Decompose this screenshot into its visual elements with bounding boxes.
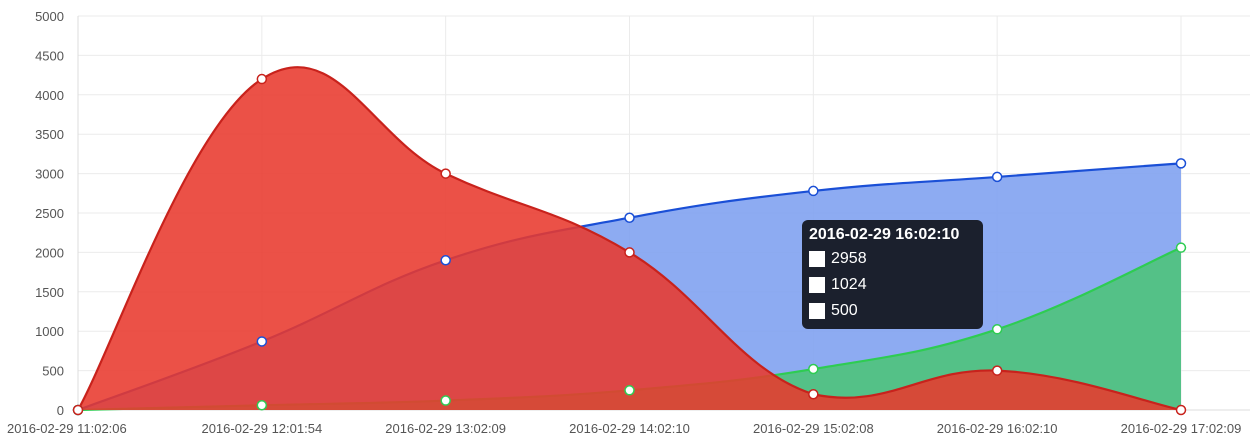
x-tick-label: 2016-02-29 14:02:10 [569,421,690,436]
data-point[interactable] [624,385,635,396]
y-tick-label: 5000 [35,9,64,24]
y-tick-label: 500 [42,364,64,379]
y-tick-label: 2000 [35,245,64,260]
x-tick-label: 2016-02-29 13:02:09 [385,421,506,436]
x-tick-label: 2016-02-29 11:02:06 [7,421,127,436]
data-point[interactable] [808,185,819,197]
data-point[interactable] [256,400,268,411]
tooltip-value: 2958 [831,250,867,267]
x-tick-label: 2016-02-29 15:02:08 [753,421,874,436]
data-point[interactable] [256,336,268,347]
data-point[interactable] [624,247,635,258]
y-tick-label: 1500 [35,285,64,300]
data-point[interactable] [1175,158,1187,169]
data-point[interactable] [256,73,268,85]
x-tick-label: 2016-02-29 12:01:54 [201,421,322,436]
x-tick-label: 2016-02-29 16:02:10 [937,421,1058,436]
data-point[interactable] [991,171,1003,183]
y-tick-label: 2500 [35,206,64,221]
tooltip-value: 500 [831,302,858,319]
data-point[interactable] [1175,404,1187,416]
data-point[interactable] [440,168,451,179]
data-point[interactable] [624,212,635,223]
y-tick-label: 0 [57,403,64,418]
data-point[interactable] [1175,242,1187,253]
tooltip-title: 2016-02-29 16:02:10 [809,226,960,243]
data-point[interactable] [440,395,451,406]
tooltip-swatch [809,251,825,267]
chart-tooltip: 2016-02-29 16:02:10 2958 1024 500 [802,220,983,329]
tooltip-value: 1024 [831,276,867,293]
data-point[interactable] [440,255,451,266]
x-tick-label: 2016-02-29 17:02:09 [1121,421,1242,436]
y-tick-label: 4500 [35,48,64,63]
y-tick-label: 4000 [35,88,64,103]
y-tick-label: 3500 [35,127,64,142]
tooltip-swatch [809,277,825,293]
tooltip-row: 2958 [809,248,976,270]
series-area-1 [78,247,1181,410]
tooltip-row: 1024 [809,274,976,296]
tooltip-swatch [809,303,825,319]
tooltip-row: 500 [809,300,976,322]
y-axis-ticks: 0 500 1000 1500 2000 2500 3000 3500 4000 4500 5000 [35,9,64,418]
series-line-2 [77,66,1182,412]
data-point[interactable] [808,363,819,375]
data-point[interactable] [991,365,1003,376]
y-tick-label: 3000 [35,167,64,182]
data-point[interactable] [72,404,84,416]
y-tick-label: 1000 [35,324,64,339]
data-point[interactable] [808,388,819,400]
series-points [72,73,1187,416]
data-point[interactable] [991,324,1003,335]
x-axis-ticks: 2016-02-29 11:02:06 2016-02-29 12:01:54 20… [7,421,1241,436]
series-area-2 [78,67,1181,410]
